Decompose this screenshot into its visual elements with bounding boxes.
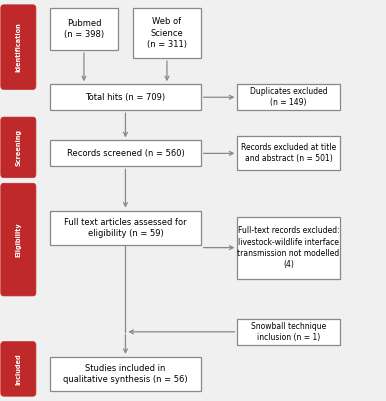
Text: Duplicates excluded
(n = 149): Duplicates excluded (n = 149) xyxy=(250,87,327,107)
Bar xyxy=(237,136,340,170)
FancyBboxPatch shape xyxy=(1,342,36,396)
Text: Full text articles assessed for
eligibility (n = 59): Full text articles assessed for eligibil… xyxy=(64,217,187,238)
Text: Full-text records excluded:
livestock-wildlife interface
transmission not modell: Full-text records excluded: livestock-wi… xyxy=(237,227,340,269)
Bar xyxy=(50,211,201,245)
Bar xyxy=(133,8,201,58)
FancyBboxPatch shape xyxy=(1,117,36,178)
Text: Pubmed
(n = 398): Pubmed (n = 398) xyxy=(64,19,104,39)
FancyBboxPatch shape xyxy=(1,5,36,89)
Bar xyxy=(50,8,118,50)
Bar xyxy=(237,319,340,345)
Text: Screening: Screening xyxy=(15,129,21,166)
Text: Identification: Identification xyxy=(15,22,21,72)
Text: Studies included in
qualitative synthesis (n = 56): Studies included in qualitative synthesi… xyxy=(63,364,188,384)
Text: Total hits (n = 709): Total hits (n = 709) xyxy=(85,93,166,102)
Text: Web of
Science
(n = 311): Web of Science (n = 311) xyxy=(147,18,187,49)
Bar xyxy=(237,217,340,279)
Bar xyxy=(237,84,340,110)
Text: Records screened (n = 560): Records screened (n = 560) xyxy=(66,149,185,158)
Text: Records excluded at title
and abstract (n = 501): Records excluded at title and abstract (… xyxy=(241,143,336,164)
Bar xyxy=(50,84,201,110)
Bar xyxy=(50,140,201,166)
Bar xyxy=(50,357,201,391)
FancyBboxPatch shape xyxy=(1,183,36,296)
Text: Snowball technique
inclusion (n = 1): Snowball technique inclusion (n = 1) xyxy=(251,322,326,342)
Text: Eligibility: Eligibility xyxy=(15,222,21,257)
Text: Included: Included xyxy=(15,353,21,385)
